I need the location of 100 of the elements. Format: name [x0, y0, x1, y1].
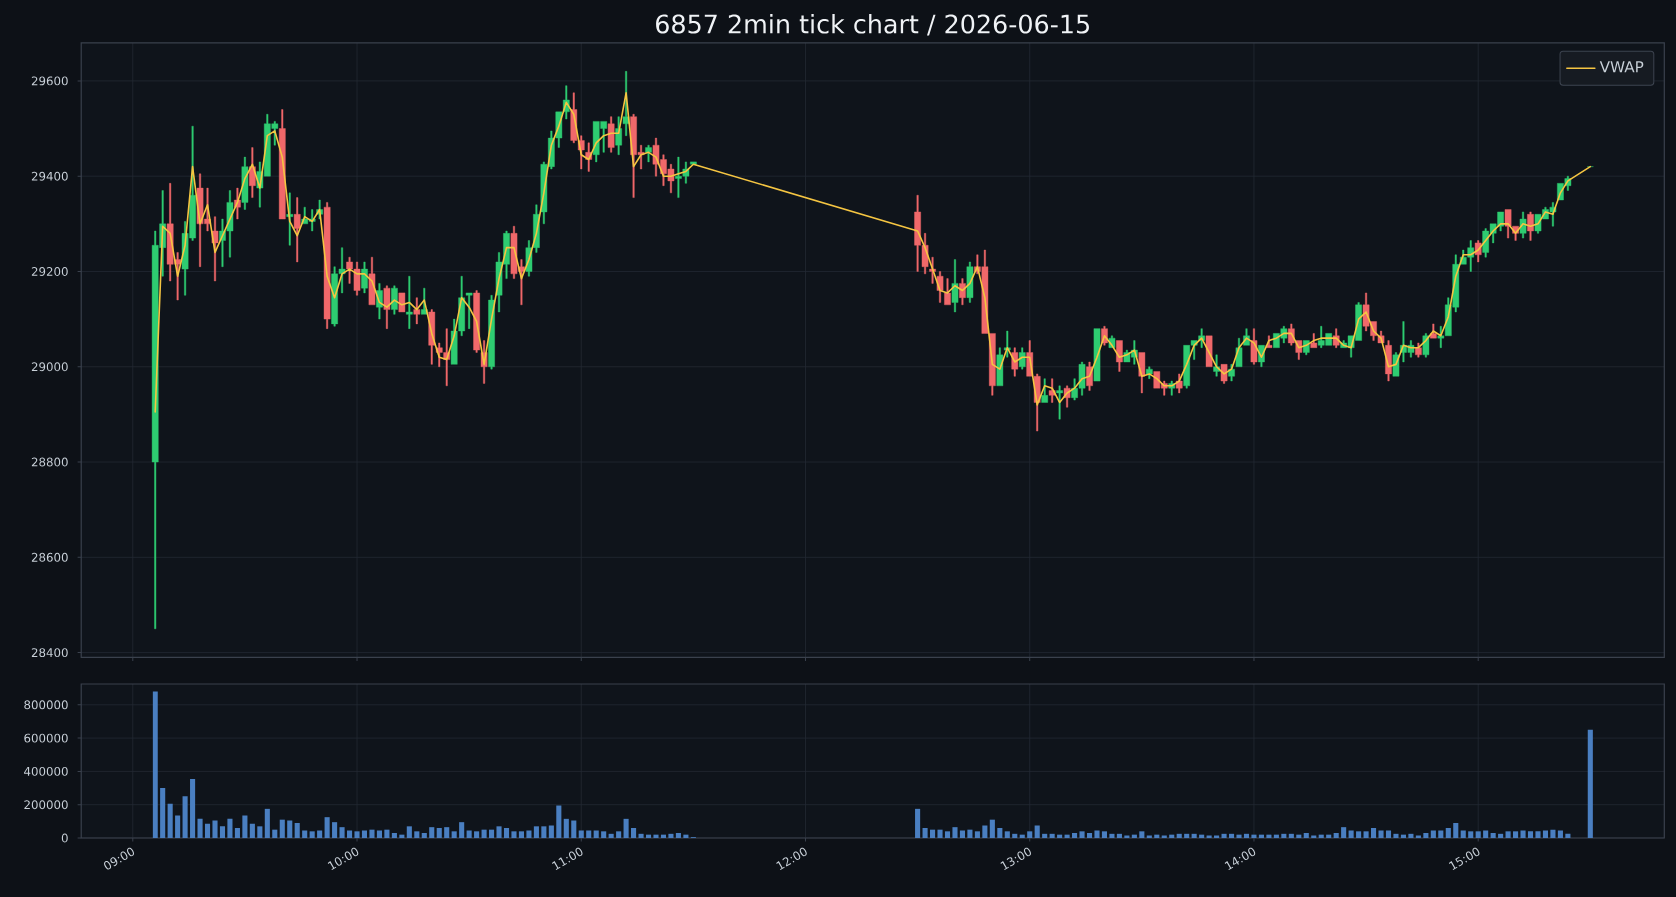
bar — [1228, 833, 1235, 838]
bar — [272, 829, 278, 838]
bar — [1079, 831, 1085, 838]
bar — [406, 826, 412, 838]
bar — [249, 823, 255, 838]
bar — [1004, 831, 1010, 838]
bar — [369, 829, 375, 838]
candlestick — [398, 292, 406, 313]
bar — [474, 831, 480, 838]
bar — [1423, 832, 1429, 838]
bar — [294, 823, 300, 838]
bar — [982, 825, 988, 838]
bar — [212, 820, 218, 838]
bar — [518, 831, 524, 838]
bar — [496, 826, 502, 838]
bar — [638, 833, 644, 838]
candlestick — [1415, 342, 1422, 358]
candlestick — [1056, 385, 1063, 420]
bar — [1542, 830, 1549, 838]
y-tick-label: 29600 — [31, 76, 68, 86]
bar — [1161, 835, 1167, 838]
bar — [451, 831, 457, 838]
bar — [989, 819, 995, 838]
bar — [503, 827, 510, 838]
bar — [1527, 831, 1534, 838]
bar — [459, 822, 465, 838]
bar — [391, 832, 397, 838]
bar — [608, 833, 614, 838]
bar — [1513, 831, 1519, 838]
bar — [361, 830, 368, 838]
bar — [623, 818, 629, 838]
candlestick — [391, 285, 398, 315]
bar — [1363, 831, 1369, 838]
bar — [347, 830, 353, 838]
candlestick — [1310, 333, 1318, 348]
bar — [548, 825, 554, 838]
candlestick — [413, 297, 421, 325]
bar — [1468, 831, 1474, 838]
bar — [1101, 831, 1108, 838]
bar — [930, 829, 936, 838]
bar — [324, 817, 330, 838]
bar — [175, 815, 181, 838]
bar — [1042, 833, 1048, 838]
bar — [593, 830, 599, 838]
candlestick — [465, 292, 473, 329]
bar — [997, 827, 1003, 838]
candlestick — [607, 116, 615, 153]
y-tick-label: 28600 — [31, 552, 68, 562]
bar — [967, 829, 973, 838]
bar — [526, 830, 532, 838]
bar — [1094, 830, 1100, 838]
y-tick-label: 0 — [61, 833, 68, 843]
bar — [1557, 830, 1563, 838]
bar — [511, 831, 517, 838]
candlestick — [1093, 328, 1101, 382]
y-tick-label: 600000 — [24, 733, 68, 743]
bar — [1243, 833, 1250, 838]
candlestick — [293, 197, 301, 263]
bar — [354, 831, 360, 838]
bar — [1348, 830, 1354, 838]
bar — [1288, 833, 1294, 838]
bar — [541, 826, 547, 838]
bar — [1520, 830, 1526, 838]
candlestick — [690, 161, 697, 165]
bar — [227, 818, 233, 838]
bar — [1027, 831, 1033, 838]
bar — [1430, 830, 1436, 838]
bar — [376, 830, 382, 838]
bar — [1311, 835, 1317, 838]
bar — [1460, 830, 1466, 838]
bar — [571, 820, 577, 838]
bar — [219, 826, 226, 838]
bar — [481, 829, 487, 838]
bar — [1221, 833, 1227, 838]
candlestick — [383, 285, 391, 329]
bar — [1191, 833, 1197, 838]
bar — [1281, 833, 1287, 838]
bar — [1483, 830, 1489, 838]
candlestick — [944, 278, 951, 306]
bar — [332, 822, 338, 838]
bar — [937, 829, 943, 838]
bar — [152, 691, 158, 838]
y-tick-label: 400000 — [24, 766, 68, 776]
bar — [1236, 834, 1242, 838]
bar — [242, 815, 248, 838]
bar — [1445, 827, 1451, 838]
bar — [1505, 831, 1511, 838]
y-tick-label: 800000 — [24, 700, 68, 710]
bar — [197, 818, 203, 838]
bar — [1415, 835, 1421, 838]
bar — [631, 827, 637, 838]
bar — [264, 808, 270, 838]
bar — [1587, 729, 1593, 838]
bar — [1251, 834, 1257, 838]
bar — [653, 834, 659, 838]
bar — [309, 831, 315, 838]
bar — [489, 829, 495, 838]
bar — [563, 818, 569, 838]
y-tick-label: 28400 — [31, 648, 68, 658]
y-tick-label: 200000 — [24, 800, 68, 810]
